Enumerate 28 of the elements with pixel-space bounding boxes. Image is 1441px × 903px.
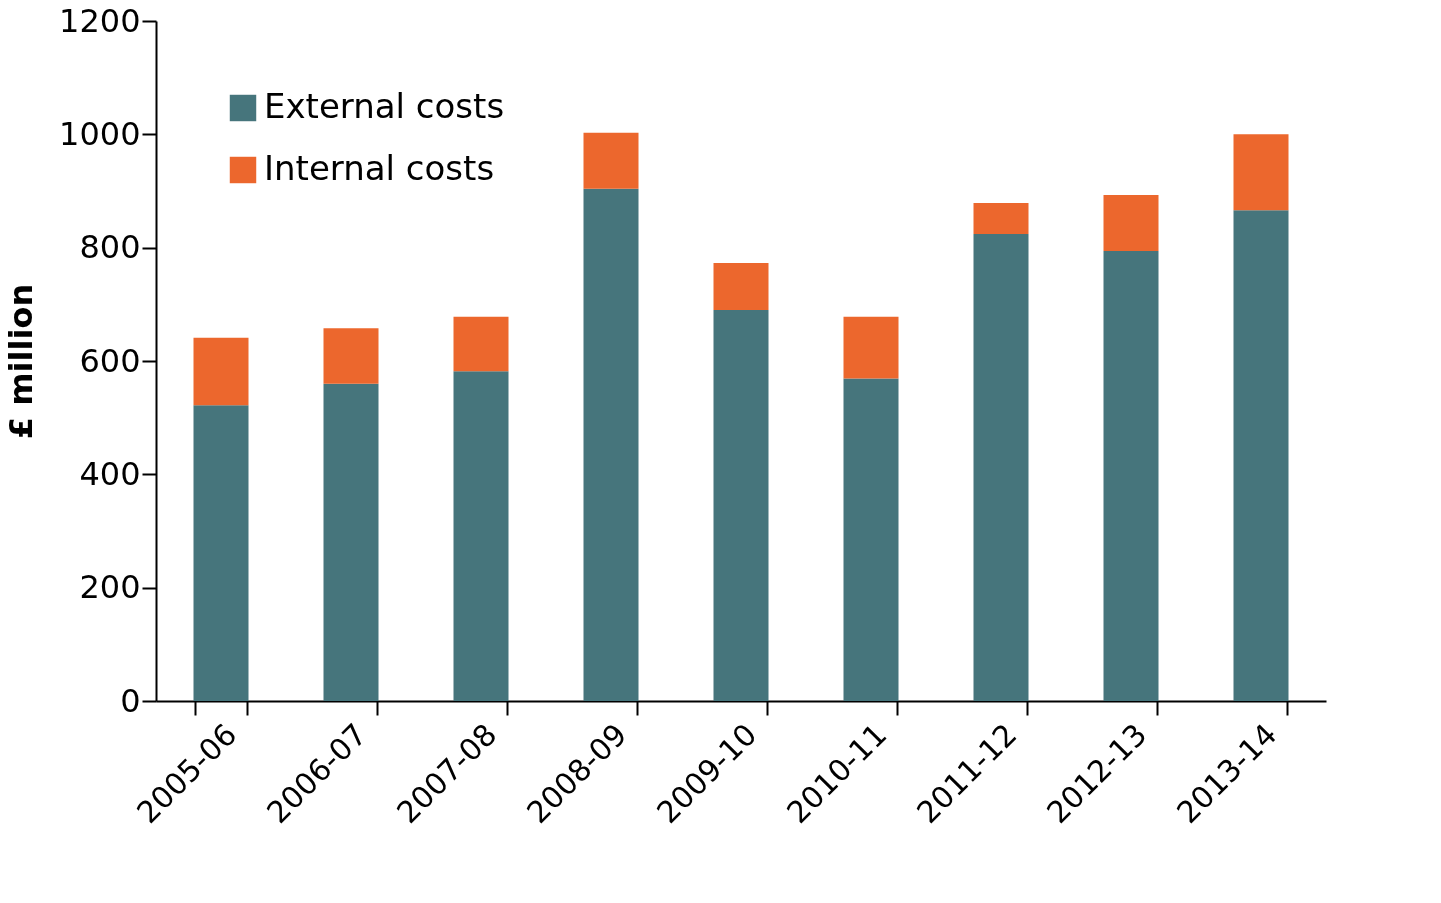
bar [1233, 134, 1289, 211]
bar [973, 234, 1029, 701]
bar [1103, 251, 1159, 701]
y-tick-label: 600 [79, 341, 141, 380]
bar [973, 202, 1029, 235]
bar [583, 188, 639, 701]
y-tick-label: 0 [120, 681, 141, 720]
bar [453, 316, 509, 372]
y-tick-label: 1200 [59, 1, 141, 40]
bar [843, 378, 899, 701]
bar [713, 262, 769, 310]
y-tick-label: 200 [79, 568, 141, 607]
bar [453, 371, 509, 701]
y-tick-label: 1000 [59, 114, 141, 153]
legend-label: External costs [264, 86, 505, 126]
bar [323, 383, 379, 701]
y-tick-label: 400 [79, 454, 141, 493]
y-axis-title: £ million [2, 283, 41, 440]
y-tick-label: 800 [79, 228, 141, 267]
bar [843, 316, 899, 379]
bar [713, 310, 769, 701]
bar [323, 328, 379, 384]
bar [1103, 194, 1159, 252]
bar [193, 337, 249, 406]
bar [583, 132, 639, 189]
legend-label: Internal costs [264, 148, 495, 188]
bar [1233, 210, 1289, 701]
bar [193, 405, 249, 701]
